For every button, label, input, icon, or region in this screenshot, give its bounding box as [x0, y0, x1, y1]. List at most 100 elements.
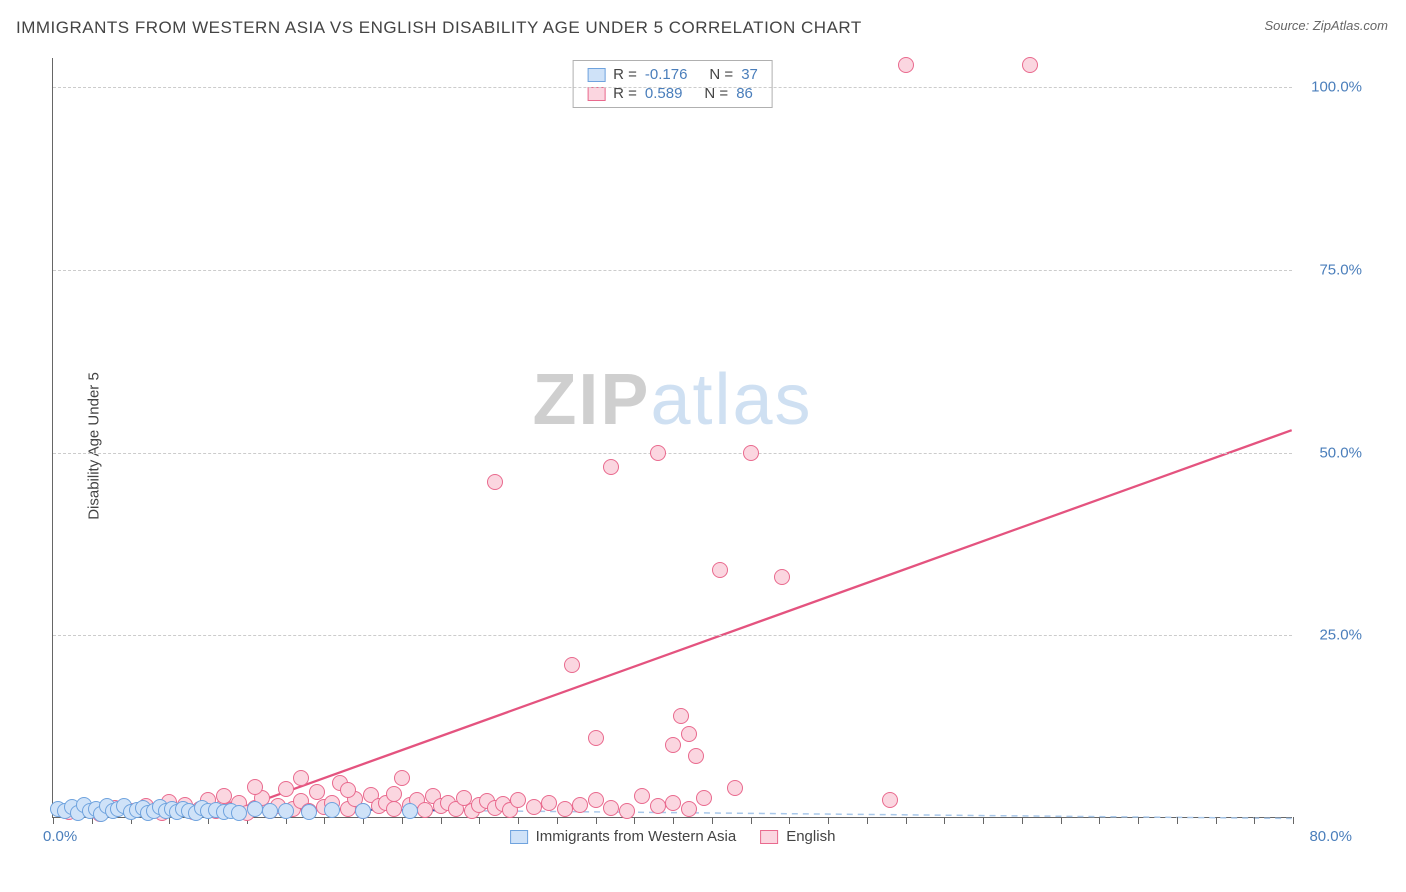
- x-tick: [53, 817, 54, 824]
- scatter-point-pink: [588, 792, 604, 808]
- y-tick-label: 25.0%: [1319, 627, 1362, 644]
- scatter-point-blue: [278, 803, 294, 819]
- legend-row-blue: R = -0.176 N = 37: [587, 65, 758, 84]
- scatter-plot-area: ZIPatlas R = -0.176 N = 37 R = 0.589 N =…: [52, 58, 1292, 818]
- x-tick: [712, 817, 713, 824]
- x-tick: [1254, 817, 1255, 824]
- y-tick-label: 100.0%: [1311, 79, 1362, 96]
- scatter-point-blue: [301, 804, 317, 820]
- scatter-point-pink: [696, 790, 712, 806]
- x-tick: [1099, 817, 1100, 824]
- legend-n-label-blue: N =: [709, 66, 733, 83]
- x-tick: [441, 817, 442, 824]
- scatter-point-pink: [278, 781, 294, 797]
- series-legend: Immigrants from Western Asia English: [510, 828, 836, 845]
- scatter-point-pink: [247, 779, 263, 795]
- scatter-point-blue: [355, 803, 371, 819]
- scatter-point-pink: [882, 792, 898, 808]
- grid-line: [53, 87, 1292, 88]
- scatter-point-pink: [487, 474, 503, 490]
- scatter-point-blue: [324, 802, 340, 818]
- x-tick: [634, 817, 635, 824]
- legend-swatch-pink: [587, 87, 605, 101]
- scatter-point-pink: [564, 657, 580, 673]
- scatter-point-pink: [603, 459, 619, 475]
- watermark-zip: ZIP: [532, 360, 650, 440]
- scatter-point-pink: [743, 445, 759, 461]
- scatter-point-blue: [231, 805, 247, 821]
- scatter-point-pink: [417, 802, 433, 818]
- scatter-point-pink: [774, 569, 790, 585]
- series-swatch-blue: [510, 830, 528, 844]
- correlation-legend: R = -0.176 N = 37 R = 0.589 N = 86: [572, 60, 773, 108]
- source-prefix: Source:: [1264, 18, 1312, 33]
- x-tick: [596, 817, 597, 824]
- scatter-point-pink: [650, 445, 666, 461]
- x-tick: [1138, 817, 1139, 824]
- series-legend-pink: English: [760, 828, 835, 845]
- x-tick: [324, 817, 325, 824]
- watermark: ZIPatlas: [532, 359, 812, 441]
- scatter-point-pink: [673, 708, 689, 724]
- scatter-point-pink: [293, 770, 309, 786]
- x-tick: [402, 817, 403, 824]
- chart-title: IMMIGRANTS FROM WESTERN ASIA VS ENGLISH …: [16, 18, 862, 38]
- legend-r-label-blue: R =: [613, 66, 637, 83]
- x-tick: [867, 817, 868, 824]
- scatter-point-pink: [727, 780, 743, 796]
- source-name: ZipAtlas.com: [1313, 18, 1388, 33]
- trend-line: [216, 430, 1292, 817]
- scatter-point-pink: [665, 795, 681, 811]
- scatter-point-pink: [665, 737, 681, 753]
- grid-line: [53, 453, 1292, 454]
- scatter-point-pink: [1022, 57, 1038, 73]
- x-tick: [1061, 817, 1062, 824]
- x-tick: [751, 817, 752, 824]
- series-name-pink: English: [786, 828, 835, 845]
- series-swatch-pink: [760, 830, 778, 844]
- x-axis-max-label: 80.0%: [1309, 828, 1352, 845]
- grid-line: [53, 635, 1292, 636]
- scatter-point-pink: [650, 798, 666, 814]
- x-tick: [1022, 817, 1023, 824]
- legend-swatch-blue: [587, 68, 605, 82]
- x-tick: [789, 817, 790, 824]
- scatter-point-blue: [262, 803, 278, 819]
- scatter-point-pink: [712, 562, 728, 578]
- x-tick: [828, 817, 829, 824]
- scatter-point-pink: [898, 57, 914, 73]
- x-tick: [1177, 817, 1178, 824]
- x-tick: [479, 817, 480, 824]
- x-tick: [944, 817, 945, 824]
- scatter-point-pink: [394, 770, 410, 786]
- scatter-point-pink: [634, 788, 650, 804]
- y-tick-label: 50.0%: [1319, 444, 1362, 461]
- x-tick: [673, 817, 674, 824]
- x-tick: [1216, 817, 1217, 824]
- scatter-point-pink: [526, 799, 542, 815]
- series-legend-blue: Immigrants from Western Asia: [510, 828, 737, 845]
- scatter-point-pink: [557, 801, 573, 817]
- y-tick-label: 75.0%: [1319, 261, 1362, 278]
- scatter-point-pink: [572, 797, 588, 813]
- source-attribution: Source: ZipAtlas.com: [1264, 18, 1388, 33]
- x-axis-min-label: 0.0%: [43, 828, 77, 845]
- grid-line: [53, 270, 1292, 271]
- scatter-point-pink: [309, 784, 325, 800]
- x-tick: [1293, 817, 1294, 824]
- scatter-point-pink: [386, 801, 402, 817]
- scatter-point-pink: [510, 792, 526, 808]
- x-tick: [518, 817, 519, 824]
- scatter-point-blue: [247, 801, 263, 817]
- legend-r-value-blue: -0.176: [645, 66, 688, 83]
- x-tick: [983, 817, 984, 824]
- scatter-point-pink: [541, 795, 557, 811]
- scatter-point-pink: [681, 801, 697, 817]
- legend-n-value-blue: 37: [741, 66, 758, 83]
- trend-lines-layer: [53, 58, 1292, 817]
- series-name-blue: Immigrants from Western Asia: [536, 828, 737, 845]
- scatter-point-pink: [688, 748, 704, 764]
- watermark-atlas: atlas: [650, 360, 812, 440]
- scatter-point-pink: [619, 803, 635, 819]
- scatter-point-blue: [402, 803, 418, 819]
